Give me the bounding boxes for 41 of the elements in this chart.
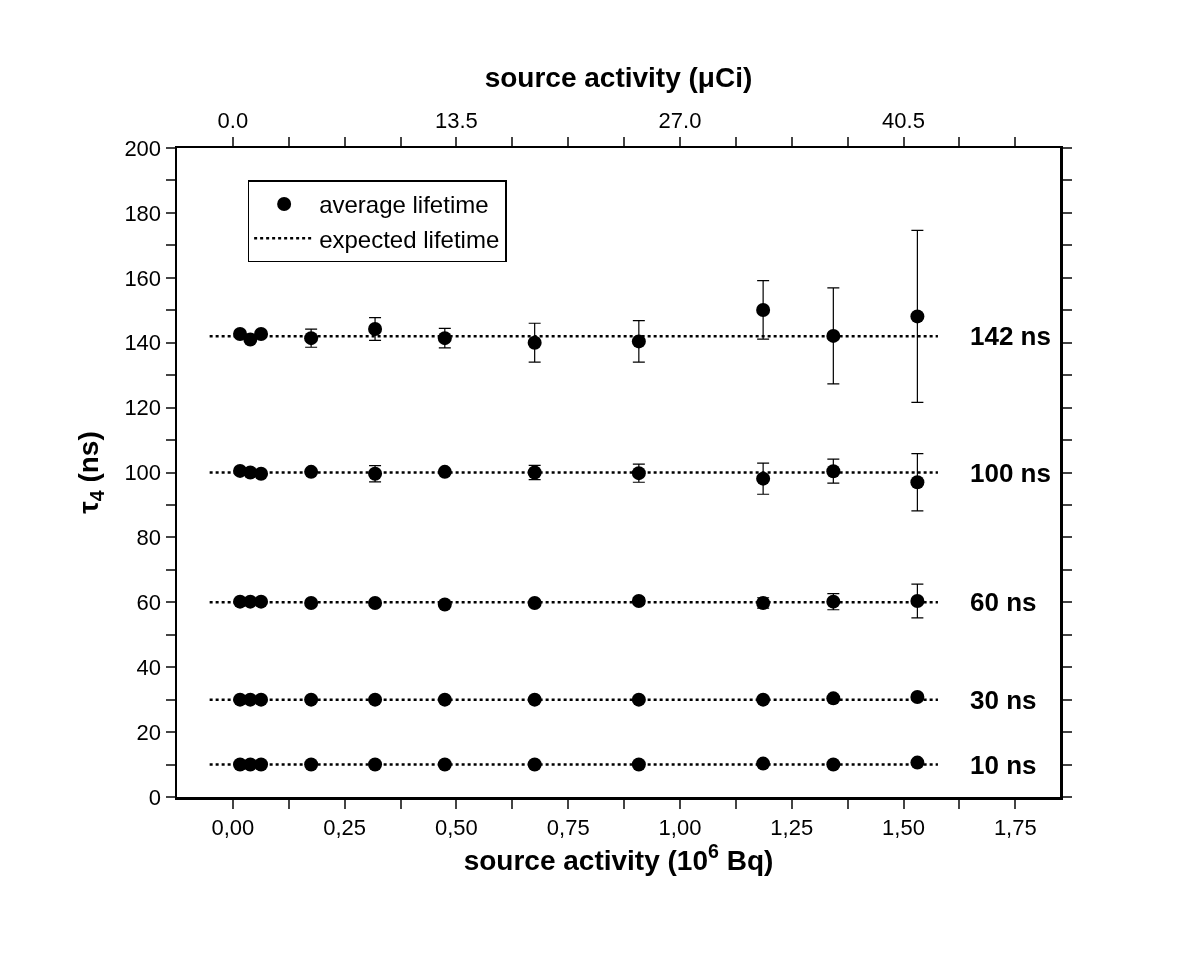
legend-label: expected lifetime bbox=[319, 225, 500, 253]
x-tick-label: 0,25 bbox=[323, 814, 367, 840]
x-tick-label: 0,00 bbox=[211, 814, 255, 840]
x-tick-label: 1,00 bbox=[658, 814, 702, 840]
y-tick-label: 40 bbox=[136, 654, 162, 680]
x2-axis-title: source activity (μCi) bbox=[484, 62, 753, 94]
annotation: 60 ns bbox=[970, 587, 1037, 617]
x2-tick-label: 40.5 bbox=[882, 107, 925, 133]
point bbox=[910, 475, 925, 490]
point bbox=[756, 471, 771, 486]
annotation: 100 ns bbox=[970, 458, 1051, 488]
legend-label: average lifetime bbox=[319, 191, 489, 219]
y-tick-label: 160 bbox=[124, 265, 162, 291]
point bbox=[756, 302, 771, 317]
point bbox=[826, 328, 841, 343]
point bbox=[254, 326, 269, 341]
x2-tick-label: 0.0 bbox=[217, 107, 249, 133]
x2-tick-label: 27.0 bbox=[658, 107, 702, 133]
y-tick-label: 200 bbox=[124, 135, 162, 161]
x-tick-label: 0,75 bbox=[546, 814, 590, 840]
y-tick-label: 180 bbox=[124, 200, 162, 226]
y-tick-label: 80 bbox=[136, 525, 162, 551]
y-tick-label: 20 bbox=[136, 719, 162, 745]
y-tick-label: 120 bbox=[124, 395, 162, 421]
annotation: 142 ns bbox=[970, 321, 1051, 351]
x-tick-label: 1,25 bbox=[770, 814, 814, 840]
point bbox=[527, 335, 542, 350]
y-tick-label: 140 bbox=[124, 330, 162, 356]
point bbox=[631, 334, 646, 349]
y-tick-label: 100 bbox=[124, 460, 162, 486]
x-axis-title: source activity (10$^{6}$ Bq) bbox=[463, 839, 774, 876]
point bbox=[368, 322, 383, 337]
annotation: 30 ns bbox=[970, 685, 1037, 715]
x-tick-label: 1,50 bbox=[882, 814, 925, 840]
annotation: 10 ns bbox=[970, 750, 1037, 780]
y-tick-label: 60 bbox=[136, 590, 162, 615]
point bbox=[910, 309, 925, 324]
x-tick-label: 0,50 bbox=[435, 814, 478, 840]
x-tick-label: 1,75 bbox=[993, 814, 1037, 840]
x2-tick-label: 13.5 bbox=[435, 107, 478, 133]
y-tick-label: 0 bbox=[148, 784, 162, 810]
